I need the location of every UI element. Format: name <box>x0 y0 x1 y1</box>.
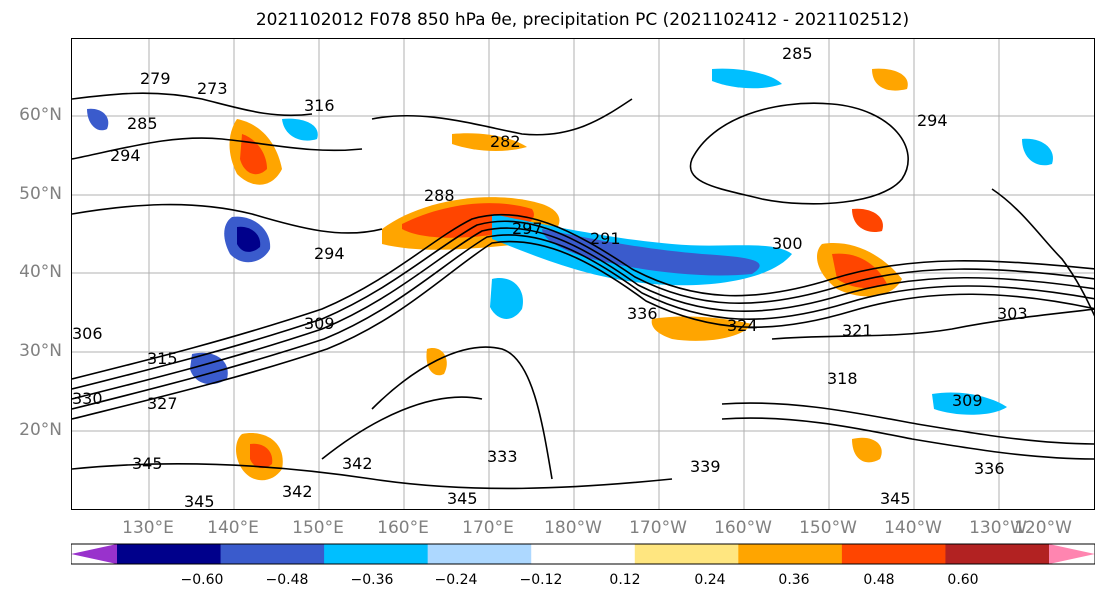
map-panel: 279 273 285 294 316 282 285 294 288 297 … <box>71 38 1095 510</box>
lon-label: 150°W <box>799 518 857 538</box>
lat-label-50n: 50°N <box>19 184 62 204</box>
colorbar-tick: −0.24 <box>434 572 478 588</box>
colorbar-tick: 0.36 <box>778 572 810 588</box>
colorbar-segments <box>71 544 1095 564</box>
colorbar-segment <box>427 544 532 564</box>
contour-label: 273 <box>197 79 228 98</box>
lon-label: 140°W <box>884 518 942 538</box>
gridlines <box>72 39 1094 509</box>
colorbar-tick: 0.24 <box>694 572 726 588</box>
lon-label: 120°W <box>1014 518 1072 538</box>
contour-label: 309 <box>952 391 983 410</box>
contour-label: 294 <box>314 244 345 263</box>
lon-label: 130°E <box>122 518 174 538</box>
contour-label: 282 <box>490 132 521 151</box>
colorbar-tick: −0.36 <box>350 572 394 588</box>
colorbar-segment <box>531 544 636 564</box>
lon-label: 160°E <box>377 518 429 538</box>
contour-label: 288 <box>424 186 455 205</box>
colorbar <box>71 543 1095 565</box>
colorbar-segment <box>738 544 843 564</box>
lon-label: 140°E <box>207 518 259 538</box>
contour-label: 330 <box>72 389 103 408</box>
contour-label: 316 <box>304 96 335 115</box>
lon-label: 130°W <box>969 518 1027 538</box>
contour-label: 339 <box>690 457 721 476</box>
lon-label: 150°E <box>292 518 344 538</box>
contour-label: 321 <box>842 321 873 340</box>
colorbar-tick: −0.60 <box>180 572 224 588</box>
contour-label: 342 <box>282 482 313 501</box>
contour-label: 294 <box>917 111 948 130</box>
colorbar-tick: −0.48 <box>265 572 309 588</box>
colorbar-tick: 0.48 <box>863 572 895 588</box>
lon-label: 180°W <box>544 518 602 538</box>
lon-label: 170°W <box>629 518 687 538</box>
colorbar-tick: 0.12 <box>609 572 641 588</box>
colorbar-segment <box>324 544 429 564</box>
contour-label: 285 <box>127 114 158 133</box>
colorbar-segment <box>634 544 739 564</box>
contour-label: 333 <box>487 447 518 466</box>
contour-label: 345 <box>132 454 163 473</box>
contour-label: 327 <box>147 394 178 413</box>
contour-label: 345 <box>447 489 478 508</box>
contour-label: 291 <box>590 229 621 248</box>
contour-label: 318 <box>827 369 858 388</box>
colorbar-segment <box>117 544 222 564</box>
map-canvas: 279 273 285 294 316 282 285 294 288 297 … <box>72 39 1094 510</box>
contour-label: 300 <box>772 234 803 253</box>
contour-label: 342 <box>342 454 373 473</box>
colorbar-segment <box>841 544 946 564</box>
lat-label-20n: 20°N <box>19 420 62 440</box>
colorbar-segment <box>945 544 1050 564</box>
contour-label: 324 <box>727 316 758 335</box>
colorbar-tick: −0.12 <box>519 572 563 588</box>
contour-label: 306 <box>72 324 103 343</box>
lat-label-30n: 30°N <box>19 341 62 361</box>
contour-label: 303 <box>997 304 1028 323</box>
contour-label: 336 <box>627 304 658 323</box>
lat-label-40n: 40°N <box>19 262 62 282</box>
contour-label: 285 <box>782 44 813 63</box>
colorbar-tick: 0.60 <box>947 572 979 588</box>
colorbar-outline <box>71 543 1095 565</box>
colorbar-segment <box>220 544 325 564</box>
contour-label: 315 <box>147 349 178 368</box>
contour-label: 345 <box>184 492 215 510</box>
contour-label: 279 <box>140 69 171 88</box>
contour-label: 297 <box>512 219 543 238</box>
contour-label: 345 <box>880 489 911 508</box>
chart-title: 2021102012 F078 850 hPa θe, precipitatio… <box>255 10 910 30</box>
lon-label: 160°W <box>714 518 772 538</box>
lon-label: 170°E <box>462 518 514 538</box>
lat-label-60n: 60°N <box>19 105 62 125</box>
contour-label: 336 <box>974 459 1005 478</box>
contour-labels: 279 273 285 294 316 282 285 294 288 297 … <box>72 44 1028 510</box>
contour-label: 294 <box>110 146 141 165</box>
theta-e-contours <box>72 92 1094 490</box>
contour-label: 309 <box>304 314 335 333</box>
colorbar-segment <box>1049 544 1095 564</box>
